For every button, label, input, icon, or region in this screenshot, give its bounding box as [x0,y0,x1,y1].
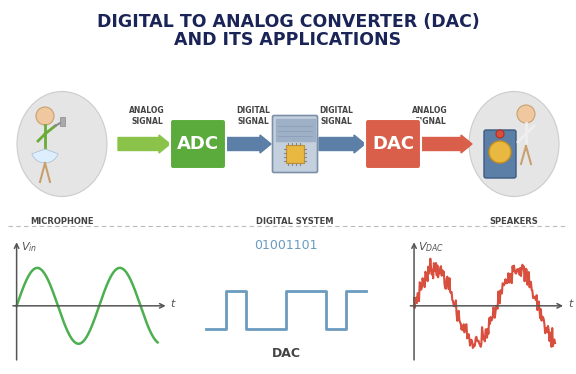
Text: ADC: ADC [177,135,219,153]
Text: t: t [170,299,175,309]
Text: MICROPHONE: MICROPHONE [31,217,94,226]
Text: $V_{DAC}$: $V_{DAC}$ [418,240,444,254]
Text: DIGITAL
SIGNAL: DIGITAL SIGNAL [319,105,353,126]
Ellipse shape [469,92,559,196]
Bar [286,145,304,163]
FancyArrow shape [420,135,472,153]
Circle shape [489,141,511,163]
Text: AND ITS APPLICATIONS: AND ITS APPLICATIONS [175,31,401,49]
Wedge shape [32,149,58,163]
Ellipse shape [17,92,107,196]
Text: SPEAKERS: SPEAKERS [490,217,539,226]
Text: $V_{in}$: $V_{in}$ [21,240,37,254]
Text: 01001101: 01001101 [254,239,318,252]
Circle shape [36,107,54,125]
Text: DAC: DAC [372,135,414,153]
Text: ANALOG
SIGNAL: ANALOG SIGNAL [412,105,448,126]
FancyBboxPatch shape [484,130,516,178]
Text: DIGITAL
SIGNAL: DIGITAL SIGNAL [236,105,270,126]
Text: DIGITAL SYSTEM: DIGITAL SYSTEM [256,217,334,226]
FancyBboxPatch shape [365,119,421,169]
Text: DIGITAL TO ANALOG CONVERTER (DAC): DIGITAL TO ANALOG CONVERTER (DAC) [97,13,479,31]
FancyBboxPatch shape [272,116,317,172]
Bar [60,117,65,126]
FancyArrow shape [319,135,365,153]
Text: ANALOG
SIGNAL: ANALOG SIGNAL [129,105,165,126]
Circle shape [517,105,535,123]
Text: DAC: DAC [271,347,301,360]
FancyBboxPatch shape [170,119,226,169]
Text: t: t [568,299,573,309]
Bar [275,119,314,141]
FancyArrow shape [225,135,271,153]
Circle shape [496,130,504,138]
FancyArrow shape [118,135,170,153]
